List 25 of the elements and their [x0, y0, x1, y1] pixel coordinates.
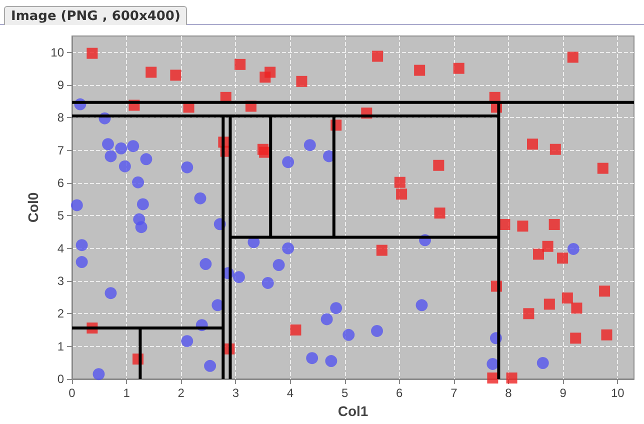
y-tick-label: 0 [57, 372, 64, 386]
x-axis-title: Col1 [338, 402, 368, 419]
y-tick-label: 1 [57, 339, 64, 354]
x-tick-label: 9 [560, 386, 567, 400]
text: Image (PNG , 600x400) [4, 6, 188, 26]
x-tick-label: 5 [341, 386, 348, 400]
y-tick-label: 6 [57, 176, 64, 190]
x-tick-label: 8 [505, 386, 512, 400]
y-tick-label: 7 [57, 143, 64, 158]
x-tick-label: 1 [123, 386, 130, 400]
x-tick-label: 2 [178, 386, 185, 400]
y-tick-label: 3 [57, 274, 64, 288]
y-tick-label: 2 [57, 306, 64, 321]
x-tick-label: 7 [450, 386, 458, 400]
x-tick-label: 10 [610, 386, 625, 400]
y-axis-title: Col0 [24, 192, 41, 223]
y-tick-label: 10 [50, 45, 64, 60]
y-tick-label: 8 [57, 110, 64, 125]
y-tick-label: 4 [57, 241, 64, 256]
x-tick-label: 6 [396, 386, 404, 400]
x-tick-label: 0 [68, 386, 76, 400]
y-tick-label: 9 [57, 78, 64, 92]
x-tick-label: 4 [286, 386, 294, 400]
x-tick-label: 3 [232, 386, 240, 400]
y-tick-label: 5 [57, 208, 64, 223]
